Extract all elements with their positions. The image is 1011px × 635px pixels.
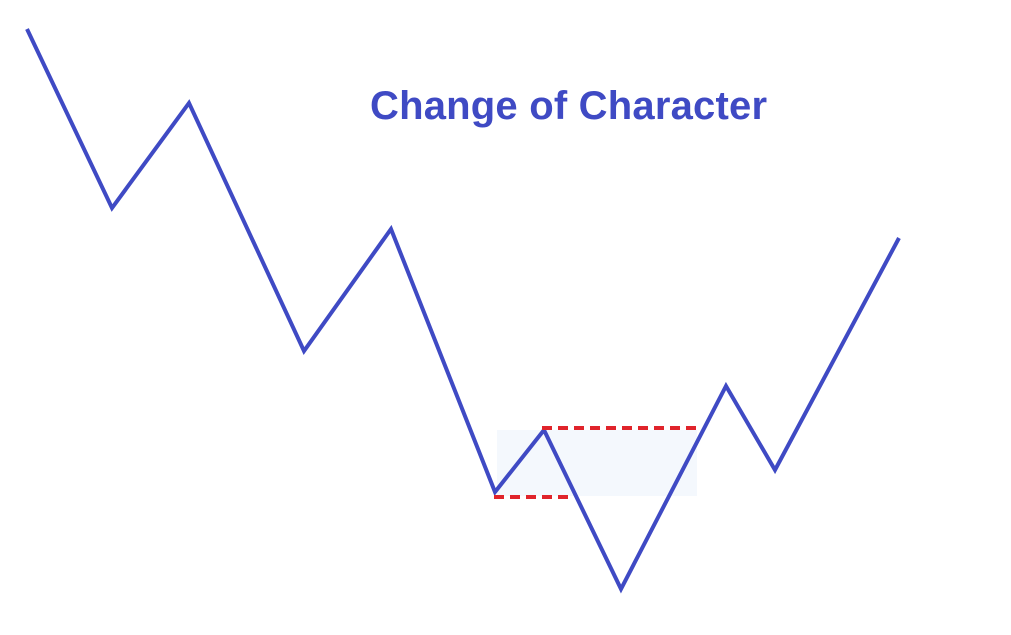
diagram-title: Change of Character: [370, 84, 768, 128]
price-path-line: [25, 28, 901, 594]
highlight-zone: [497, 430, 697, 496]
